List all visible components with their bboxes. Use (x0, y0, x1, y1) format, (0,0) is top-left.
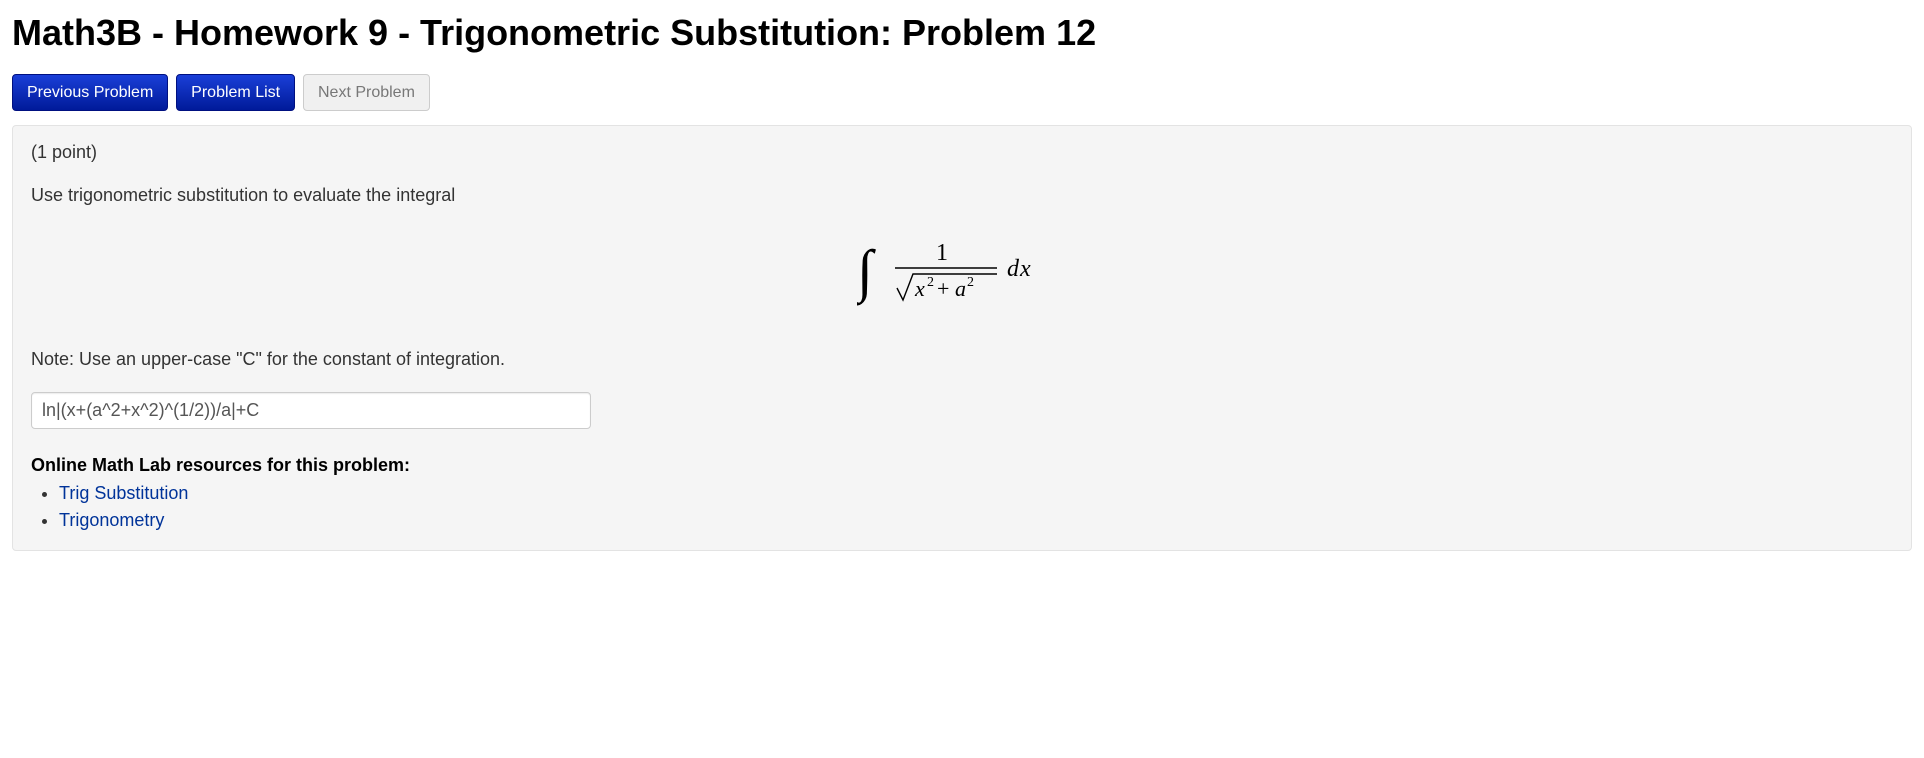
answer-input[interactable] (31, 392, 591, 429)
problem-panel: (1 point) Use trigonometric substitution… (12, 125, 1912, 551)
next-problem-button: Next Problem (303, 74, 430, 111)
svg-text:x: x (914, 276, 925, 301)
list-item: Trig Substitution (59, 480, 1893, 507)
problem-note: Note: Use an upper-case "C" for the cons… (31, 349, 1893, 370)
svg-text:1: 1 (936, 240, 948, 266)
svg-text:+: + (937, 276, 949, 301)
page-title: Math3B - Homework 9 - Trigonometric Subs… (12, 12, 1912, 54)
svg-text:∫: ∫ (857, 238, 876, 306)
problem-instruction: Use trigonometric substitution to evalua… (31, 185, 1893, 206)
points-label: (1 point) (31, 142, 1893, 163)
problem-list-button[interactable]: Problem List (176, 74, 295, 111)
svg-text:d: d (1007, 256, 1020, 282)
problem-nav: Previous Problem Problem List Next Probl… (12, 74, 1912, 111)
integral-display: ∫ 1 x 2 + a 2 d x (31, 234, 1893, 317)
resource-link-trigonometry[interactable]: Trigonometry (59, 510, 164, 530)
resources-list: Trig Substitution Trigonometry (59, 480, 1893, 534)
svg-text:2: 2 (927, 275, 934, 290)
svg-text:x: x (1019, 256, 1031, 282)
resources-heading: Online Math Lab resources for this probl… (31, 455, 1893, 476)
previous-problem-button[interactable]: Previous Problem (12, 74, 168, 111)
resource-link-trig-substitution[interactable]: Trig Substitution (59, 483, 188, 503)
svg-text:2: 2 (967, 275, 974, 290)
list-item: Trigonometry (59, 507, 1893, 534)
svg-text:a: a (955, 276, 966, 301)
